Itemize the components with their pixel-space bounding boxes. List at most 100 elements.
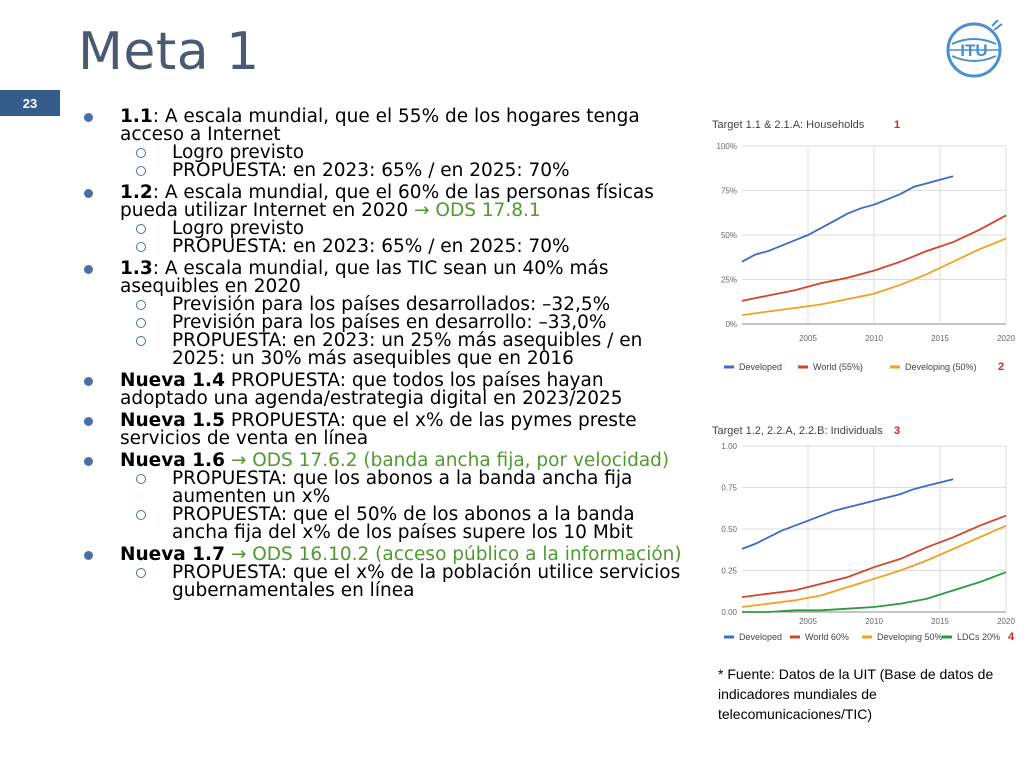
series-line-world-55 <box>741 214 1007 302</box>
x-tick-label: 2015 <box>931 617 949 626</box>
sub-bullet-item: Logro previsto <box>78 218 706 239</box>
sub-bullet-circle-icon <box>136 224 146 234</box>
sub-bullet-circle-icon <box>136 300 146 310</box>
text-line: gubernamentales en línea <box>172 580 706 601</box>
bullet-item: 1.3: A escala mundial, que las TIC sean … <box>78 258 706 297</box>
text-line: Nueva 1.4 PROPUESTA: que todos los paíse… <box>120 370 706 391</box>
chart-svg: Target 1.1 & 2.1.A: Households 1 0% 25% 50% 7… <box>712 119 1015 373</box>
y-tick-label: 0.50 <box>721 525 737 534</box>
chart-individuals: Target 1.2, 2.2.A, 2.2.B: Individuals 3 0.… <box>706 418 1018 654</box>
y-tick-label: 100% <box>717 142 737 151</box>
text-run: Previsión para los países en desarrollo:… <box>172 312 607 333</box>
text-run: : A escala mundial, que el 60% de las pe… <box>152 182 654 203</box>
sub-bullet-item: PROPUESTA: en 2023: 65% / en 2025: 70% <box>78 161 706 180</box>
x-tick-label: 2020 <box>997 617 1015 626</box>
sub-bullet-circle-icon <box>136 242 146 252</box>
sdg-reference: ODS 17.6.2 (banda ancha fija, por veloci… <box>252 450 670 471</box>
text-run: aumenten un x% <box>172 486 331 507</box>
sub-bullet-circle-icon <box>136 318 146 328</box>
sdg-reference: → <box>224 450 253 471</box>
text-run: gubernamentales en línea <box>172 580 415 601</box>
sdg-reference: → <box>414 200 436 221</box>
bullet-dot-icon <box>84 457 93 466</box>
chart-title: Target 1.2, 2.2.A, 2.2.B: Individuals <box>712 425 883 437</box>
target-label: Nueva 1.5 <box>120 410 225 431</box>
text-line: ancha fija del x% de los países supere l… <box>172 522 706 543</box>
bullet-item: Nueva 1.7 → ODS 16.10.2 (acceso público … <box>78 544 706 565</box>
legend-marker-label: 2 <box>998 361 1004 373</box>
text-line: asequibles en 2020 <box>120 276 706 297</box>
legend-marker-label: 4 <box>1008 631 1015 643</box>
bullet-dot-icon <box>84 113 93 122</box>
source-note: * Fuente: Datos de la UIT (Base de datos… <box>718 666 994 722</box>
text-run: PROPUESTA: que los abonos a la banda anc… <box>172 468 633 489</box>
text-line: Nueva 1.5 PROPUESTA: que el x% de las py… <box>120 410 706 431</box>
text-line: 2025: un 30% más asequibles que en 2016 <box>172 349 706 368</box>
bullet-item: 1.2: A escala mundial, que el 60% de las… <box>78 182 706 221</box>
text-run: : A escala mundial, que las TIC sean un … <box>152 258 609 279</box>
text-run: Logro previsto <box>172 142 305 163</box>
text-run: PROPUESTA: en 2023: 65% / en 2025: 70% <box>172 236 570 257</box>
text-run: asequibles en 2020 <box>120 276 301 297</box>
y-tick-label: 50% <box>721 231 737 240</box>
text-line: 1.3: A escala mundial, que las TIC sean … <box>120 258 706 279</box>
sdg-reference: ODS 16.10.2 (acceso público a la informa… <box>252 544 682 565</box>
sub-bullet-circle-icon <box>136 166 146 176</box>
text-line: aumenten un x% <box>172 486 706 507</box>
text-line: acceso a Internet <box>120 124 706 145</box>
text-line: PROPUESTA: en 2023: un 25% más asequible… <box>172 331 706 350</box>
text-run: pueda utilizar Internet en 2020 <box>120 200 415 221</box>
target-label: 1.1 <box>120 106 153 127</box>
x-tick-label: 2005 <box>799 617 817 626</box>
text-line: 1.2: A escala mundial, que el 60% de las… <box>120 182 706 203</box>
target-label: Nueva 1.4 <box>120 370 225 391</box>
x-tick-label: 2020 <box>997 334 1015 343</box>
bullet-dot-icon <box>84 551 93 560</box>
text-run: acceso a Internet <box>120 124 281 145</box>
series-line-ldcs-20 <box>742 571 1007 613</box>
text-run: ancha fija del x% de los países supere l… <box>172 522 633 543</box>
sub-bullet-item: Previsión para los países desarrollados:… <box>78 294 706 315</box>
series-line-world-60 <box>741 514 1007 598</box>
text-line: 1.1: A escala mundial, que el 55% de los… <box>120 106 706 127</box>
text-line: PROPUESTA: en 2023: 65% / en 2025: 70% <box>172 236 706 257</box>
text-run: : A escala mundial, que el 55% de los ho… <box>152 106 640 127</box>
legend-label: LDCs 20% <box>957 632 1000 642</box>
text-line: Logro previsto <box>172 218 706 239</box>
bullet-dot-icon <box>84 265 93 274</box>
text-run: servicios de venta en línea <box>120 428 369 449</box>
y-tick-label: 0% <box>725 320 737 329</box>
legend-label: Developed <box>739 632 782 642</box>
sub-bullet-item: PROPUESTA: que el x% de la población uti… <box>78 562 706 601</box>
target-label: 1.3 <box>120 258 153 279</box>
sub-bullet-item: PROPUESTA: en 2023: un 25% más asequible… <box>78 331 706 368</box>
x-tick-label: 2010 <box>865 334 883 343</box>
target-label: 1.2 <box>120 182 153 203</box>
y-tick-label: 0.75 <box>721 484 737 493</box>
y-tick-label: 25% <box>721 276 737 285</box>
text-run: adoptado una agenda/estrategia digital e… <box>120 388 623 409</box>
x-tick-label: 2015 <box>931 334 949 343</box>
sub-bullet-item: Logro previsto <box>78 142 706 163</box>
bullet-dot-icon <box>84 377 93 386</box>
series-line-developed <box>741 175 954 263</box>
target-label: Nueva 1.7 <box>120 544 225 565</box>
text-run: Logro previsto <box>172 218 305 239</box>
legend-label: Developed <box>739 362 782 372</box>
bullet-item: Nueva 1.4 PROPUESTA: que todos los paíse… <box>78 370 706 409</box>
text-run: PROPUESTA: que el 50% de los abonos a la… <box>172 504 635 525</box>
text-run: Previsión para los países desarrollados:… <box>172 294 611 315</box>
text-line: Previsión para los países en desarrollo:… <box>172 312 706 333</box>
legend-label: Developing (50%) <box>905 362 977 372</box>
text-run: PROPUESTA: que el x% de las pymes preste <box>224 410 637 431</box>
text-line: Nueva 1.7 → ODS 16.10.2 (acceso público … <box>120 544 706 565</box>
legend-label: World 60% <box>805 632 849 642</box>
text-line: adoptado una agenda/estrategia digital e… <box>120 388 706 409</box>
text-run: PROPUESTA: que el x% de la población uti… <box>172 562 681 583</box>
bullet-dot-icon <box>84 189 93 198</box>
sdg-reference: → <box>224 544 253 565</box>
text-run: PROPUESTA: que todos los países hayan <box>224 370 604 391</box>
x-tick-label: 2010 <box>865 617 883 626</box>
sub-bullet-item: PROPUESTA: que el 50% de los abonos a la… <box>78 504 706 543</box>
x-tick-label: 2005 <box>799 334 817 343</box>
